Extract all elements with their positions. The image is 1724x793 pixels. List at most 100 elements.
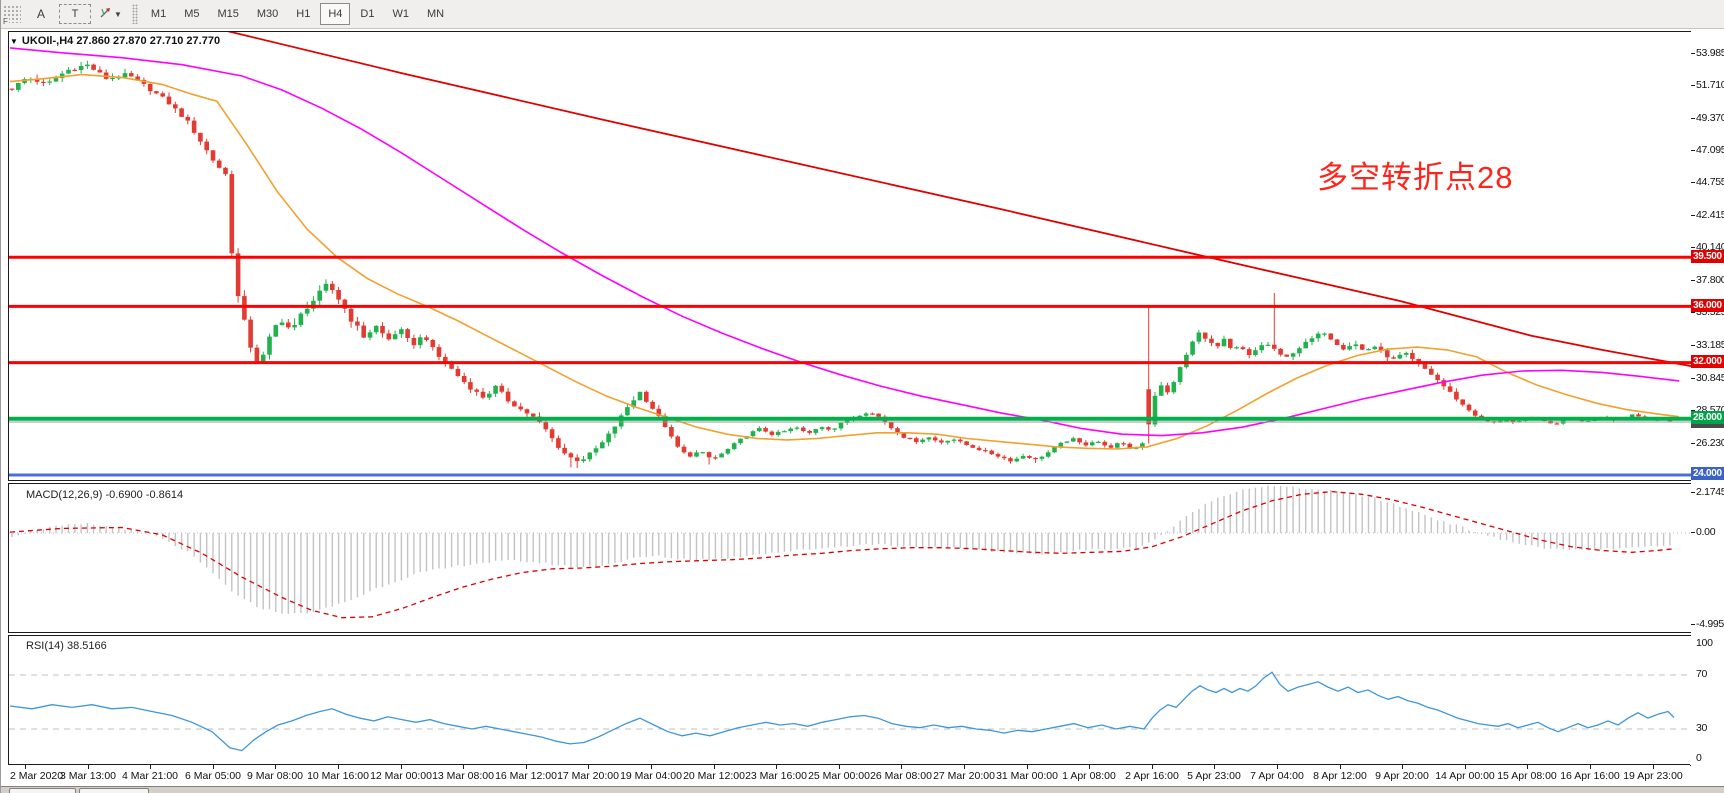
- date-label: 2 Mar 2020: [10, 770, 64, 782]
- chart-title: ▼ UKOIl-,H4 27.860 27.870 27.710 27.770: [10, 35, 220, 47]
- date-axis-tick: [338, 765, 339, 769]
- timeframe-button-m5[interactable]: M5: [184, 8, 200, 20]
- price-axis-tick: [1691, 53, 1695, 54]
- date-axis-tick: [588, 765, 589, 769]
- date-label: 13 Mar 08:00: [432, 770, 494, 782]
- trend-ma-line: [227, 32, 1691, 367]
- timeframe-button-d1[interactable]: D1: [360, 8, 375, 20]
- date-axis-tick: [1527, 765, 1528, 769]
- symbol-dropdown-icon[interactable]: ▼: [10, 36, 18, 46]
- date-axis-tick: [1465, 765, 1466, 769]
- timeframe-button-h4[interactable]: H4: [320, 3, 351, 25]
- date-label: 19 Apr 23:00: [1623, 770, 1683, 782]
- chart-tab[interactable]: [79, 788, 149, 793]
- toolbar-handle-label: F: [3, 17, 9, 26]
- price-axis-tick: [1691, 247, 1695, 248]
- price-axis-tick: [1691, 215, 1695, 216]
- rsi-tick-label: 30: [1696, 722, 1708, 734]
- price-badge-28.000: 28.000: [1691, 411, 1724, 424]
- rsi-canvas: [9, 671, 1691, 752]
- date-label: 9 Mar 08:00: [246, 770, 304, 782]
- timeframe-button-m1[interactable]: M1: [150, 8, 167, 20]
- macd-label: MACD(12,26,9) -0.6900 -0.8614: [26, 489, 184, 501]
- date-label: 4 Mar 21:00: [121, 770, 179, 782]
- date-axis-tick: [1653, 765, 1654, 769]
- price-axis-tick: [1691, 378, 1695, 379]
- date-axis-tick: [1590, 765, 1591, 769]
- chart-annotation-text: 多空转折点28: [1317, 160, 1514, 195]
- timeframe-button-m15[interactable]: M15: [217, 8, 239, 20]
- timeframe-button-h1[interactable]: H1: [296, 8, 311, 20]
- main-chart-pane[interactable]: [8, 31, 1692, 481]
- date-axis-tick: [901, 765, 902, 769]
- date-label: 9 Apr 20:00: [1375, 770, 1429, 782]
- date-axis-tick: [401, 765, 402, 769]
- timeframe-button-m30[interactable]: M30: [256, 8, 279, 20]
- date-label: 10 Mar 16:00: [307, 770, 369, 782]
- date-axis-tick: [526, 765, 527, 769]
- date-label: 8 Apr 12:00: [1313, 770, 1367, 782]
- font-tool-button[interactable]: A: [25, 2, 57, 26]
- date-axis-tick: [1214, 765, 1215, 769]
- rsi-label: RSI(14) 38.5166: [26, 640, 107, 652]
- timeframe-button-w1[interactable]: W1: [392, 8, 409, 20]
- ma-fast-line: [9, 73, 1680, 450]
- date-axis-tick: [275, 765, 276, 769]
- arrows-icon: [98, 5, 113, 23]
- price-axis-tick: [1691, 345, 1695, 346]
- date-label: 16 Mar 12:00: [495, 770, 557, 782]
- price-tick-label: 53.985: [1696, 47, 1724, 59]
- chart-tab[interactable]: [9, 788, 76, 793]
- date-label: 3 Mar 13:00: [59, 770, 117, 782]
- macd-axis-tick: [1691, 624, 1695, 625]
- text-tool-button[interactable]: T: [59, 4, 91, 24]
- price-axis-tick: [1691, 118, 1695, 119]
- price-tick-label: 37.800: [1696, 274, 1724, 286]
- macd-signal-line: [9, 490, 1675, 619]
- date-label: 20 Mar 12:00: [683, 770, 745, 782]
- ma-slow-line: [9, 47, 1680, 437]
- timeframe-bar: M1 M5 M15 M30 H1 H4 D1 W1 MN: [142, 3, 453, 25]
- date-label: 23 Mar 16:00: [745, 770, 807, 782]
- timeframe-button-mn[interactable]: MN: [426, 8, 445, 20]
- price-tick-label: 42.415: [1696, 209, 1724, 221]
- date-label: 6 Mar 05:00: [184, 770, 242, 782]
- date-axis-tick: [714, 765, 715, 769]
- price-axis-tick: [1691, 150, 1695, 151]
- macd-canvas: [9, 485, 1691, 619]
- date-label: 26 Mar 08:00: [870, 770, 932, 782]
- price-tick-label: 51.710: [1696, 79, 1724, 91]
- price-tick-label: 26.230: [1696, 437, 1724, 449]
- macd-axis-tick: [1691, 532, 1695, 533]
- toolbar-handle-icon[interactable]: F: [3, 5, 21, 26]
- rsi-line: [9, 671, 1675, 752]
- text-tool-label: T: [71, 8, 79, 20]
- date-axis-tick: [213, 765, 214, 769]
- date-axis-tick: [776, 765, 777, 769]
- price-tick-label: 44.755: [1696, 176, 1724, 188]
- date-label: 5 Apr 23:00: [1187, 770, 1241, 782]
- macd-histogram: [11, 485, 1671, 614]
- price-axis-tick: [1691, 443, 1695, 444]
- macd-axis-tick: [1691, 492, 1695, 493]
- date-axis-tick: [1277, 765, 1278, 769]
- rsi-tick-label: 100: [1696, 637, 1713, 649]
- macd-tick-label: -4.9955: [1696, 618, 1724, 630]
- date-label: 27 Mar 20:00: [933, 770, 995, 782]
- dropdown-caret-icon[interactable]: ▼: [114, 9, 122, 19]
- rsi-pane[interactable]: [8, 635, 1692, 766]
- date-label: 15 Apr 08:00: [1497, 770, 1557, 782]
- arrows-tool-button[interactable]: ▼: [93, 2, 127, 26]
- price-badge-36.000: 36.000: [1691, 299, 1724, 312]
- price-axis-tick: [1691, 410, 1695, 411]
- toolbar-grip[interactable]: [131, 4, 138, 24]
- date-axis-tick: [1027, 765, 1028, 769]
- macd-tick-label: 0.00: [1696, 526, 1716, 538]
- macd-pane[interactable]: [8, 483, 1692, 633]
- date-label: 14 Apr 00:00: [1435, 770, 1495, 782]
- date-label: 16 Apr 16:00: [1560, 770, 1620, 782]
- date-label: 1 Apr 08:00: [1062, 770, 1116, 782]
- date-axis-tick: [463, 765, 464, 769]
- macd-tick-label: 2.1745: [1696, 486, 1724, 498]
